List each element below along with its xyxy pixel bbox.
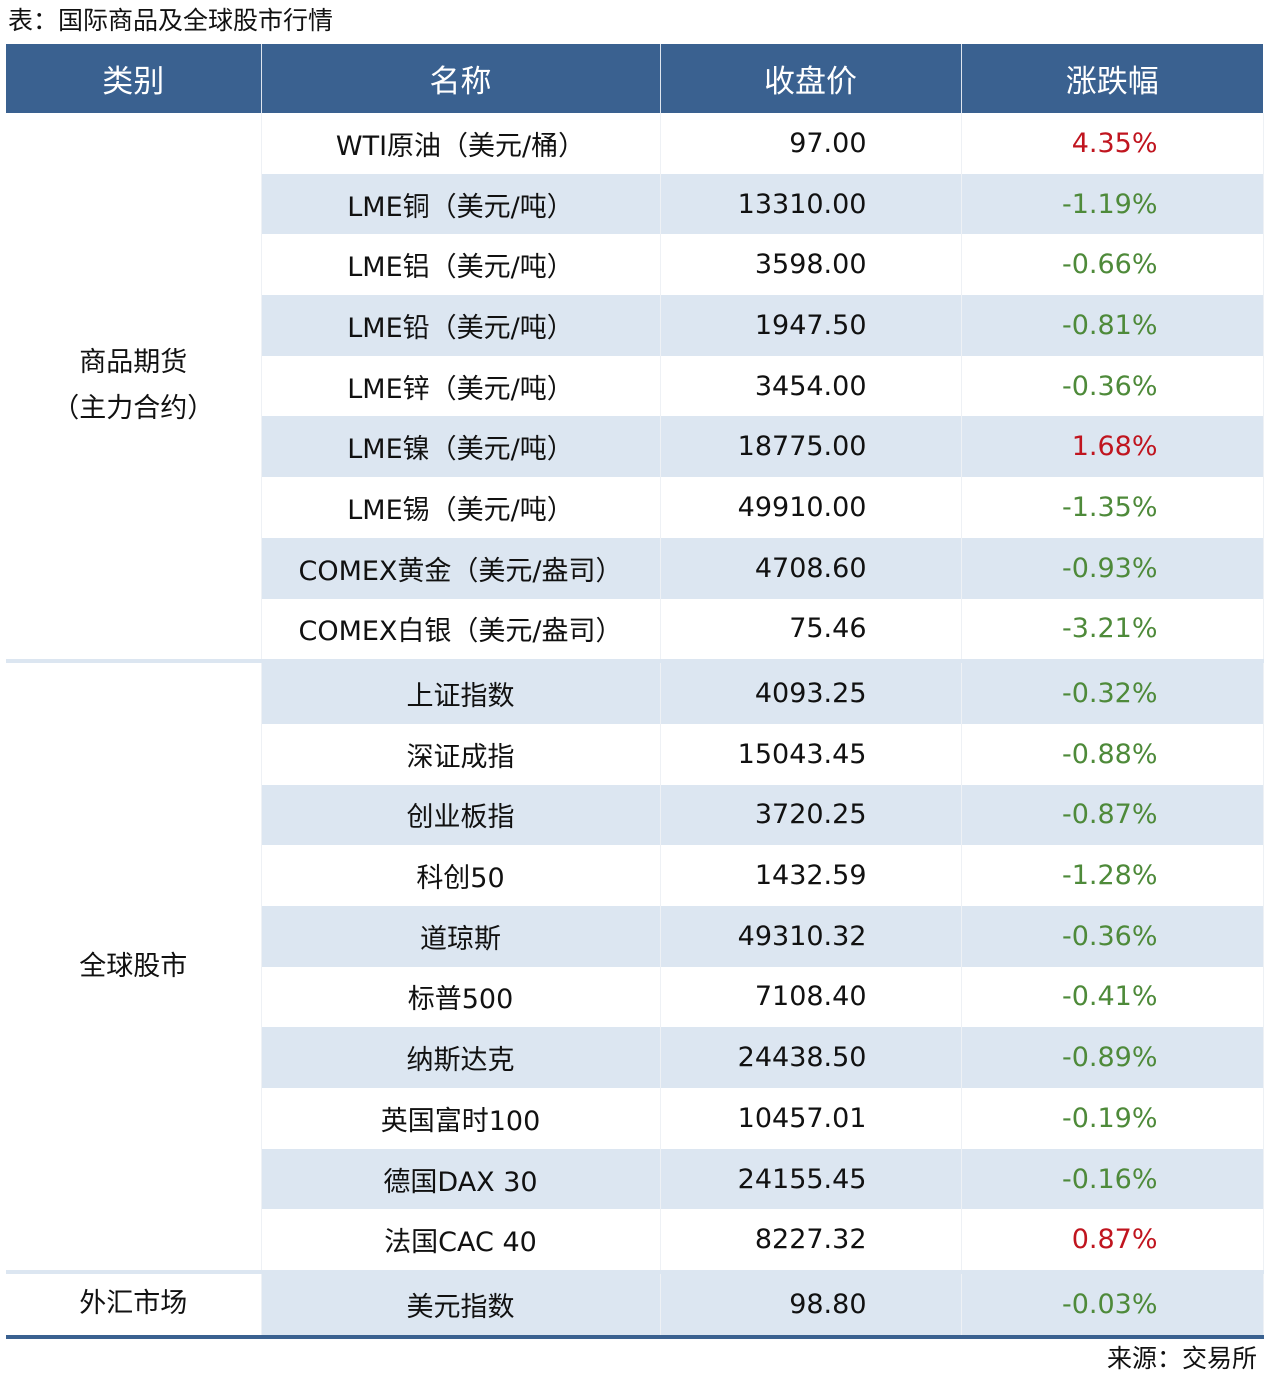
table-row: LME锌（美元/吨） 3454.00 -0.36% — [6, 355, 1264, 417]
table-row: 全球股市 上证指数 4093.25 -0.32% — [6, 659, 1264, 1273]
change-cell: -0.81% — [961, 295, 1264, 356]
table-row: 英国富时100 10457.01 -0.19% — [6, 1088, 1264, 1149]
close-cell: 97.00 — [660, 113, 962, 174]
close-cell: 4093.25 — [660, 659, 962, 724]
change-cell: -0.03% — [961, 1270, 1264, 1339]
table-row: 商品期货 （主力合约） WTI原油（美元/桶） 97.00 4.35% — [6, 113, 1264, 662]
name-cell: 科创50 — [261, 845, 661, 906]
category-cell: 全球股市 — [6, 659, 262, 1273]
change-cell: -0.93% — [961, 537, 1264, 599]
change-cell: -3.21% — [961, 598, 1264, 662]
table-row: 法国CAC 40 8227.32 0.87% — [6, 1209, 1264, 1273]
table-row: LME锡（美元/吨） 49910.00 -1.35% — [6, 477, 1264, 538]
market-table: 类别 名称 收盘价 涨跌幅 商品期货 （主力合约） WTI原油（美元/桶） 97.0… — [6, 44, 1264, 1339]
table-row: LME铝（美元/吨） 3598.00 -0.66% — [6, 234, 1264, 296]
close-cell: 3598.00 — [660, 234, 962, 296]
close-cell: 13310.00 — [660, 173, 962, 235]
close-cell: 8227.32 — [660, 1209, 962, 1273]
name-cell: 德国DAX 30 — [261, 1148, 661, 1210]
close-cell: 4708.60 — [660, 537, 962, 599]
header-row: 类别 名称 收盘价 涨跌幅 — [6, 44, 1263, 113]
name-cell: 创业板指 — [261, 784, 661, 846]
category-cell: 外汇市场 — [6, 1270, 262, 1339]
change-cell: -0.89% — [961, 1027, 1264, 1088]
name-cell: 法国CAC 40 — [261, 1209, 661, 1273]
close-cell: 1432.59 — [660, 845, 962, 906]
table-row: 道琼斯 49310.32 -0.36% — [6, 905, 1264, 967]
name-cell: 标普500 — [261, 966, 661, 1028]
name-cell: LME锡（美元/吨） — [261, 477, 661, 538]
table-row: 纳斯达克 24438.50 -0.89% — [6, 1027, 1264, 1088]
name-cell: 上证指数 — [261, 659, 661, 724]
change-cell: -0.19% — [961, 1088, 1264, 1149]
header-category: 类别 — [6, 44, 262, 113]
name-cell: COMEX白银（美元/盎司） — [261, 598, 661, 662]
close-cell: 24438.50 — [660, 1027, 962, 1088]
close-cell: 10457.01 — [660, 1088, 962, 1149]
name-cell: 英国富时100 — [261, 1088, 661, 1149]
close-cell: 3454.00 — [660, 355, 962, 417]
table-row: 德国DAX 30 24155.45 -0.16% — [6, 1148, 1264, 1210]
table-row: COMEX白银（美元/盎司） 75.46 -3.21% — [6, 598, 1264, 662]
source-note: 来源：交易所 — [1106, 1344, 1257, 1373]
change-cell: -0.66% — [961, 234, 1264, 296]
close-cell: 18775.00 — [660, 416, 962, 478]
table-row: 创业板指 3720.25 -0.87% — [6, 784, 1264, 846]
table-row: 标普500 7108.40 -0.41% — [6, 966, 1264, 1028]
change-cell: -1.19% — [961, 173, 1264, 235]
change-cell: -0.41% — [961, 966, 1264, 1028]
table-row: LME铜（美元/吨） 13310.00 -1.19% — [6, 173, 1264, 235]
change-cell: -0.16% — [961, 1148, 1264, 1210]
table-row: LME铅（美元/吨） 1947.50 -0.81% — [6, 295, 1264, 356]
table-title: 表：国际商品及全球股市行情 — [8, 6, 334, 35]
close-cell: 7108.40 — [660, 966, 962, 1028]
name-cell: 深证成指 — [261, 723, 661, 785]
name-cell: LME铝（美元/吨） — [261, 234, 661, 296]
name-cell: LME铜（美元/吨） — [261, 173, 661, 235]
table-row: LME镍（美元/吨） 18775.00 1.68% — [6, 416, 1264, 478]
close-cell: 3720.25 — [660, 784, 962, 846]
name-cell: LME镍（美元/吨） — [261, 416, 661, 478]
change-cell: -0.87% — [961, 784, 1264, 846]
change-cell: -0.88% — [961, 723, 1264, 785]
name-cell: 道琼斯 — [261, 905, 661, 967]
change-cell: 1.68% — [961, 416, 1264, 478]
close-cell: 49310.32 — [660, 905, 962, 967]
close-cell: 49910.00 — [660, 477, 962, 538]
close-cell: 1947.50 — [660, 295, 962, 356]
change-cell: -1.35% — [961, 477, 1264, 538]
change-cell: 4.35% — [961, 113, 1264, 174]
table-row: 深证成指 15043.45 -0.88% — [6, 723, 1264, 785]
name-cell: LME锌（美元/吨） — [261, 355, 661, 417]
change-cell: -1.28% — [961, 845, 1264, 906]
change-cell: 0.87% — [961, 1209, 1264, 1273]
change-cell: -0.36% — [961, 355, 1264, 417]
category-cell: 商品期货 （主力合约） — [6, 113, 262, 662]
name-cell: 纳斯达克 — [261, 1027, 661, 1088]
header-name: 名称 — [261, 44, 661, 113]
name-cell: COMEX黄金（美元/盎司） — [261, 537, 661, 599]
name-cell: LME铅（美元/吨） — [261, 295, 661, 356]
table-row: COMEX黄金（美元/盎司） 4708.60 -0.93% — [6, 537, 1264, 599]
table-row: 外汇市场 美元指数 98.80 -0.03% — [6, 1270, 1264, 1339]
change-cell: -0.36% — [961, 905, 1264, 967]
name-cell: WTI原油（美元/桶） — [261, 113, 661, 174]
header-close: 收盘价 — [660, 44, 962, 113]
close-cell: 98.80 — [660, 1270, 962, 1339]
close-cell: 24155.45 — [660, 1148, 962, 1210]
name-cell: 美元指数 — [261, 1270, 661, 1339]
close-cell: 75.46 — [660, 598, 962, 662]
table-row: 科创50 1432.59 -1.28% — [6, 845, 1264, 906]
change-cell: -0.32% — [961, 659, 1264, 724]
header-change: 涨跌幅 — [961, 44, 1263, 113]
close-cell: 15043.45 — [660, 723, 962, 785]
